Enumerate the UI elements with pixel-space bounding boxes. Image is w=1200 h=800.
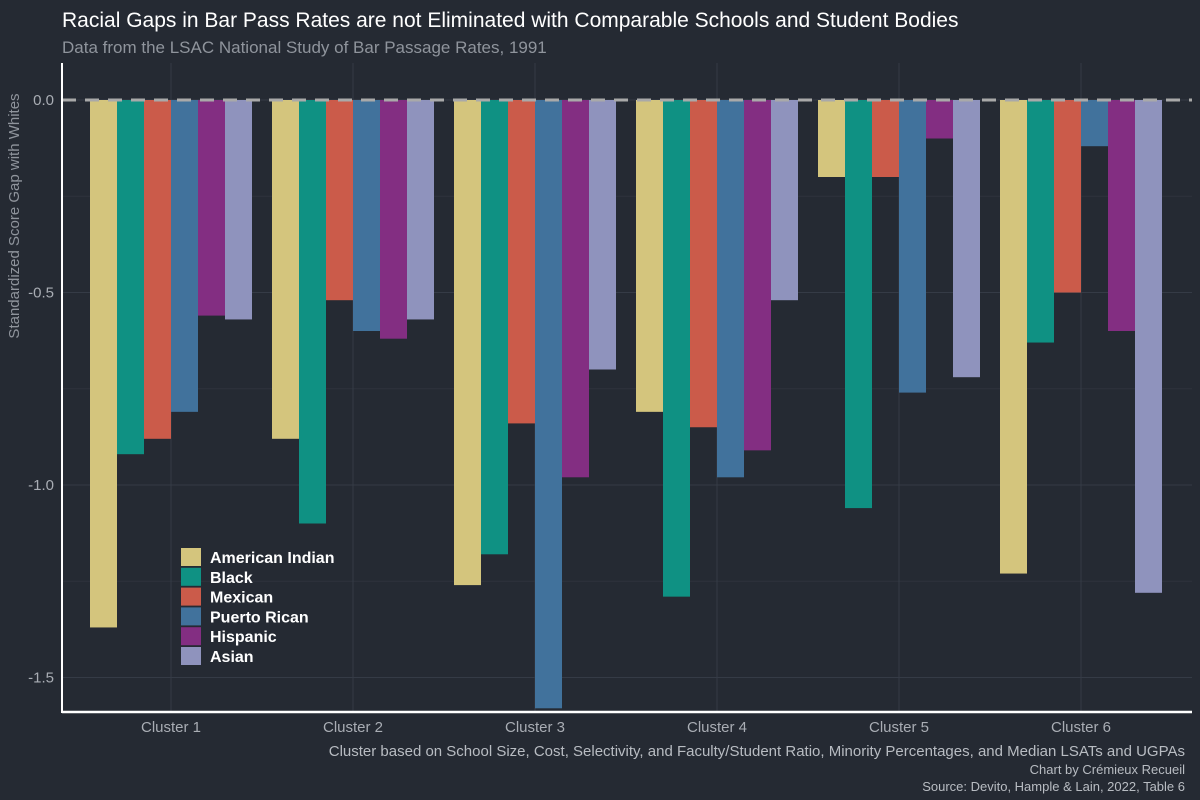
bar-mexican-cluster-4 [690, 100, 717, 428]
legend-swatch [181, 587, 201, 606]
bar-asian-cluster-1 [225, 100, 252, 320]
legend-swatch [181, 607, 201, 626]
x-axis-label: Cluster based on School Size, Cost, Sele… [329, 743, 1185, 760]
bar-black-cluster-1 [117, 100, 144, 455]
legend-label: Black [210, 570, 253, 587]
chart-title: Racial Gaps in Bar Pass Rates are not El… [62, 9, 958, 32]
y-tick-label: 0.0 [33, 92, 54, 109]
bar-american-indian-cluster-5 [818, 100, 845, 177]
x-tick-label: Cluster 4 [687, 719, 747, 736]
bar-american-indian-cluster-2 [272, 100, 299, 439]
bars-layer [90, 100, 1162, 709]
x-tick-label: Cluster 2 [323, 719, 383, 736]
bar-black-cluster-3 [481, 100, 508, 555]
legend-label: American Indian [210, 550, 334, 567]
bar-american-indian-cluster-6 [1000, 100, 1027, 574]
legend-swatch [181, 567, 201, 586]
bar-asian-cluster-6 [1135, 100, 1162, 593]
bar-american-indian-cluster-3 [454, 100, 481, 586]
legend-swatch [181, 548, 201, 566]
y-tick-label: -1.5 [28, 670, 54, 687]
bar-black-cluster-6 [1027, 100, 1054, 343]
x-tick-label: Cluster 1 [141, 719, 201, 736]
bar-black-cluster-4 [663, 100, 690, 597]
y-tick-label: -0.5 [28, 285, 54, 302]
bar-asian-cluster-3 [589, 100, 616, 370]
x-tick-label: Cluster 5 [869, 719, 929, 736]
bar-puerto-rican-cluster-1 [171, 100, 198, 412]
bar-puerto-rican-cluster-4 [717, 100, 744, 478]
bar-asian-cluster-4 [771, 100, 798, 301]
bar-mexican-cluster-5 [872, 100, 899, 177]
bar-puerto-rican-cluster-5 [899, 100, 926, 393]
bar-hispanic-cluster-6 [1108, 100, 1135, 331]
legend: American Indian Black Mexican Puerto Rican H… [181, 548, 334, 666]
bar-hispanic-cluster-5 [926, 100, 953, 139]
bar-puerto-rican-cluster-3 [535, 100, 562, 709]
legend-label: Puerto Rican [210, 609, 309, 626]
bar-mexican-cluster-2 [326, 100, 353, 301]
bar-asian-cluster-5 [953, 100, 980, 378]
bar-puerto-rican-cluster-6 [1081, 100, 1108, 147]
bar-hispanic-cluster-2 [380, 100, 407, 339]
bar-mexican-cluster-3 [508, 100, 535, 424]
bar-hispanic-cluster-1 [198, 100, 225, 316]
bar-american-indian-cluster-1 [90, 100, 117, 628]
bar-black-cluster-2 [299, 100, 326, 524]
x-tick-labels: Cluster 1 Cluster 2 Cluster 3 Cluster 4 Clus… [141, 719, 1111, 736]
bar-hispanic-cluster-3 [562, 100, 589, 478]
caption-author: Chart by Crémieux Recueil [1030, 762, 1185, 777]
x-tick-label: Cluster 6 [1051, 719, 1111, 736]
legend-label: Hispanic [210, 629, 277, 646]
bar-black-cluster-5 [845, 100, 872, 509]
bar-asian-cluster-2 [407, 100, 434, 320]
bar-puerto-rican-cluster-2 [353, 100, 380, 331]
bar-american-indian-cluster-4 [636, 100, 663, 412]
y-tick-labels: 0.0 -0.5 -1.0 -1.5 [28, 92, 54, 687]
chart-subtitle: Data from the LSAC National Study of Bar… [62, 38, 547, 57]
legend-label: Asian [210, 649, 254, 666]
x-tick-label: Cluster 3 [505, 719, 565, 736]
y-tick-label: -1.0 [28, 477, 54, 494]
bar-mexican-cluster-1 [144, 100, 171, 439]
legend-swatch [181, 647, 201, 665]
axis-layer [61, 63, 1192, 714]
bar-mexican-cluster-6 [1054, 100, 1081, 293]
legend-swatch [181, 627, 201, 646]
y-axis-label: Standardized Score Gap with Whites [6, 93, 23, 338]
caption-source: Source: Devito, Hample & Lain, 2022, Tab… [922, 779, 1185, 794]
bar-hispanic-cluster-4 [744, 100, 771, 451]
legend-label: Mexican [210, 590, 273, 607]
